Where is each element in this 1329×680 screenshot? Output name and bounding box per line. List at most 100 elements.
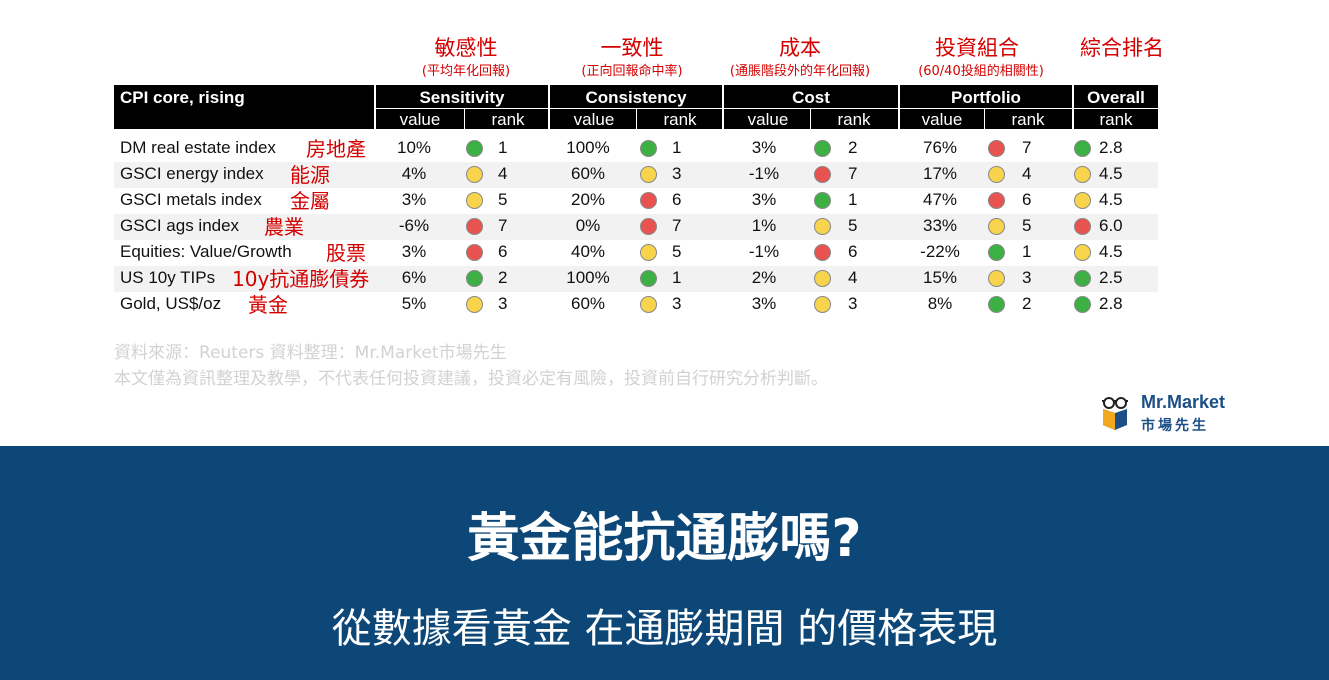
- port-status-dot: [988, 166, 1005, 183]
- cons-value: 100%: [566, 268, 610, 287]
- cons-value: 100%: [566, 138, 610, 157]
- banner-subtitle: 從數據看黃金 在通膨期間 的價格表現: [331, 606, 998, 652]
- cons-value: 20%: [570, 190, 606, 209]
- cost-rank: 7: [848, 164, 858, 183]
- cost-value: -1%: [748, 242, 780, 261]
- cons-status-dot: [640, 166, 657, 183]
- sens-rank: 6: [498, 242, 508, 261]
- cons-rank: 6: [672, 190, 682, 209]
- zh-subheader-cost: (通脹階段外的年化回報): [729, 64, 871, 79]
- sens-rank: 3: [498, 294, 508, 313]
- overall-rank: 4.5: [1099, 242, 1123, 261]
- sens-rank: 4: [498, 164, 508, 183]
- header-divider: [376, 108, 1158, 109]
- cost-status-dot: [814, 140, 831, 157]
- sens-rank: 1: [498, 138, 508, 157]
- cons-status-dot: [640, 244, 657, 261]
- zh-header-sensitivity: 敏感性: [434, 36, 498, 60]
- port-value: -22%: [920, 242, 960, 261]
- col-divider: [548, 85, 550, 129]
- row-name: GSCI ags index: [120, 216, 240, 235]
- sub-cost-rank: rank: [837, 110, 871, 129]
- overall-rank: 2.8: [1099, 138, 1123, 157]
- cost-value: 2%: [751, 268, 777, 287]
- cost-rank: 1: [848, 190, 858, 209]
- group-consistency: Consistency: [585, 88, 687, 107]
- cost-rank: 4: [848, 268, 858, 287]
- cons-rank: 5: [672, 242, 682, 261]
- cost-status-dot: [814, 270, 831, 287]
- sens-value: 10%: [396, 138, 432, 157]
- port-value: 33%: [922, 216, 958, 235]
- sub-port-rank: rank: [1011, 110, 1045, 129]
- sens-status-dot: [466, 192, 483, 209]
- port-rank: 1: [1022, 242, 1032, 261]
- zh-subheader-consistency: (正向回報命中率): [581, 64, 683, 79]
- cons-value: 40%: [570, 242, 606, 261]
- cons-rank: 1: [672, 268, 682, 287]
- table-header: CPI core, rising Sensitivity Consistency…: [114, 85, 1158, 129]
- title-banner: 黃金能抗通膨嗎? 從數據看黃金 在通膨期間 的價格表現: [0, 446, 1329, 680]
- overall-status-dot: [1074, 270, 1091, 287]
- table-row: GSCI metals index 金屬 3% 5 20% 6 3% 1 47% 6 4.5: [114, 188, 1158, 214]
- col-divider: [722, 85, 724, 129]
- port-status-dot: [988, 244, 1005, 261]
- cost-value: -1%: [748, 164, 780, 183]
- banner-title: 黃金能抗通膨嗎?: [467, 509, 862, 569]
- sub-overall-rank: rank: [1099, 110, 1133, 129]
- logo-sub: 市場先生: [1141, 418, 1209, 434]
- col-divider: [374, 85, 376, 129]
- sens-rank: 2: [498, 268, 508, 287]
- col-divider: [898, 85, 900, 129]
- sens-value: -6%: [398, 216, 430, 235]
- cost-rank: 2: [848, 138, 858, 157]
- cost-rank: 3: [848, 294, 858, 313]
- col-divider: [810, 109, 811, 129]
- sens-rank: 7: [498, 216, 508, 235]
- cons-value: 0%: [575, 216, 601, 235]
- cons-rank: 3: [672, 164, 682, 183]
- sens-value: 3%: [401, 190, 427, 209]
- group-cost: Cost: [792, 88, 830, 107]
- port-status-dot: [988, 270, 1005, 287]
- table-row: GSCI energy index 能源 4% 4 60% 3 -1% 7 17% 4 4.5: [114, 162, 1158, 188]
- table-row: Gold, US$/oz 黃金 5% 3 60% 3 3% 3 8% 2 2.8: [114, 292, 1158, 318]
- cons-status-dot: [640, 192, 657, 209]
- col-divider: [1072, 85, 1074, 129]
- logo-name: Mr.Market: [1141, 392, 1226, 412]
- cost-status-dot: [814, 244, 831, 261]
- sub-port-value: value: [921, 110, 963, 129]
- sub-cons-value: value: [573, 110, 615, 129]
- cost-status-dot: [814, 192, 831, 209]
- sens-status-dot: [466, 296, 483, 313]
- cost-rank: 6: [848, 242, 858, 261]
- col-divider: [984, 109, 985, 129]
- sens-rank: 5: [498, 190, 508, 209]
- port-status-dot: [988, 140, 1005, 157]
- row-name-zh: 10y抗通膨債券: [232, 267, 370, 291]
- cost-value: 1%: [751, 216, 777, 235]
- port-rank: 6: [1022, 190, 1032, 209]
- overall-status-dot: [1074, 140, 1091, 157]
- overall-rank: 4.5: [1099, 164, 1123, 183]
- overall-rank: 2.5: [1099, 268, 1123, 287]
- group-overall: Overall: [1087, 88, 1145, 107]
- sens-status-dot: [466, 218, 483, 235]
- port-rank: 7: [1022, 138, 1032, 157]
- cons-rank: 7: [672, 216, 682, 235]
- table-row: Equities: Value/Growth 股票 3% 6 40% 5 -1% 6 -22% 1…: [114, 240, 1158, 266]
- sens-status-dot: [466, 166, 483, 183]
- row-name-zh: 房地產: [306, 137, 366, 161]
- row-name: GSCI metals index: [120, 190, 262, 209]
- cons-rank: 1: [672, 138, 682, 157]
- group-sensitivity: Sensitivity: [419, 88, 505, 107]
- port-status-dot: [988, 192, 1005, 209]
- row-name-zh: 黃金: [248, 293, 288, 317]
- zh-header-portfolio: 投資組合: [935, 36, 1019, 60]
- zh-header-consistency: 一致性: [600, 36, 664, 60]
- overall-rank: 4.5: [1099, 190, 1123, 209]
- cost-status-dot: [814, 296, 831, 313]
- port-value: 76%: [922, 138, 958, 157]
- cost-value: 3%: [751, 190, 777, 209]
- row-name: Gold, US$/oz: [120, 294, 222, 313]
